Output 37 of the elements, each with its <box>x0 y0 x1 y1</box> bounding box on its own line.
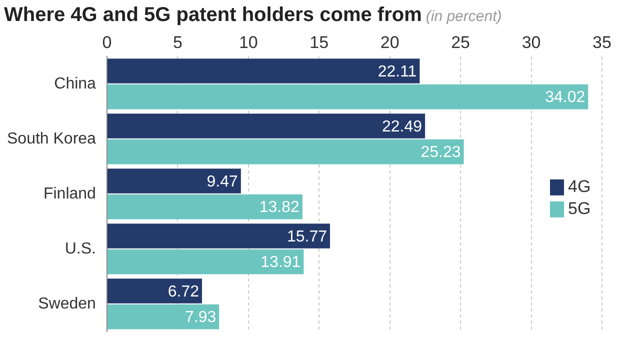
bar <box>107 249 304 274</box>
y-tick-label: South Korea <box>7 130 96 148</box>
x-tick-label: 25 <box>451 32 470 52</box>
data-label: 15.77 <box>286 228 328 246</box>
data-label: 13.82 <box>259 199 300 216</box>
data-label: 13.91 <box>260 254 301 272</box>
bar <box>107 139 464 164</box>
bar <box>107 194 302 220</box>
bar <box>107 304 220 330</box>
x-tick-label: 0 <box>102 32 112 52</box>
legend-label: 5G <box>568 199 591 218</box>
x-tick-label: 35 <box>592 32 612 52</box>
y-tick-label: U.S. <box>64 240 96 258</box>
chart-subtitle: (in percent) <box>426 8 502 25</box>
y-tick-label: Sweden <box>38 295 96 312</box>
y-tick-label: Finland <box>43 185 96 202</box>
data-label: 7.93 <box>184 309 216 326</box>
bar <box>107 224 330 248</box>
data-label: 6.72 <box>168 283 200 300</box>
bar <box>107 84 588 110</box>
bar <box>107 114 426 138</box>
bar <box>107 278 202 304</box>
data-label: 22.49 <box>382 118 422 136</box>
bar <box>107 58 420 84</box>
bar <box>107 168 241 194</box>
data-label: 25.23 <box>420 144 461 162</box>
x-tick-label: 10 <box>238 32 258 52</box>
chart-title: Where 4G and 5G patent holders come from <box>4 4 422 26</box>
x-tick-label: 30 <box>522 32 541 52</box>
x-tick-label: 20 <box>380 32 400 52</box>
y-tick-label: China <box>54 75 96 92</box>
legend-label: 4G <box>568 177 591 196</box>
x-tick-label: 15 <box>310 32 329 52</box>
data-label: 34.02 <box>545 89 586 106</box>
data-label: 22.11 <box>378 63 417 80</box>
x-tick-label: 5 <box>172 32 182 52</box>
data-label: 9.47 <box>206 173 238 190</box>
